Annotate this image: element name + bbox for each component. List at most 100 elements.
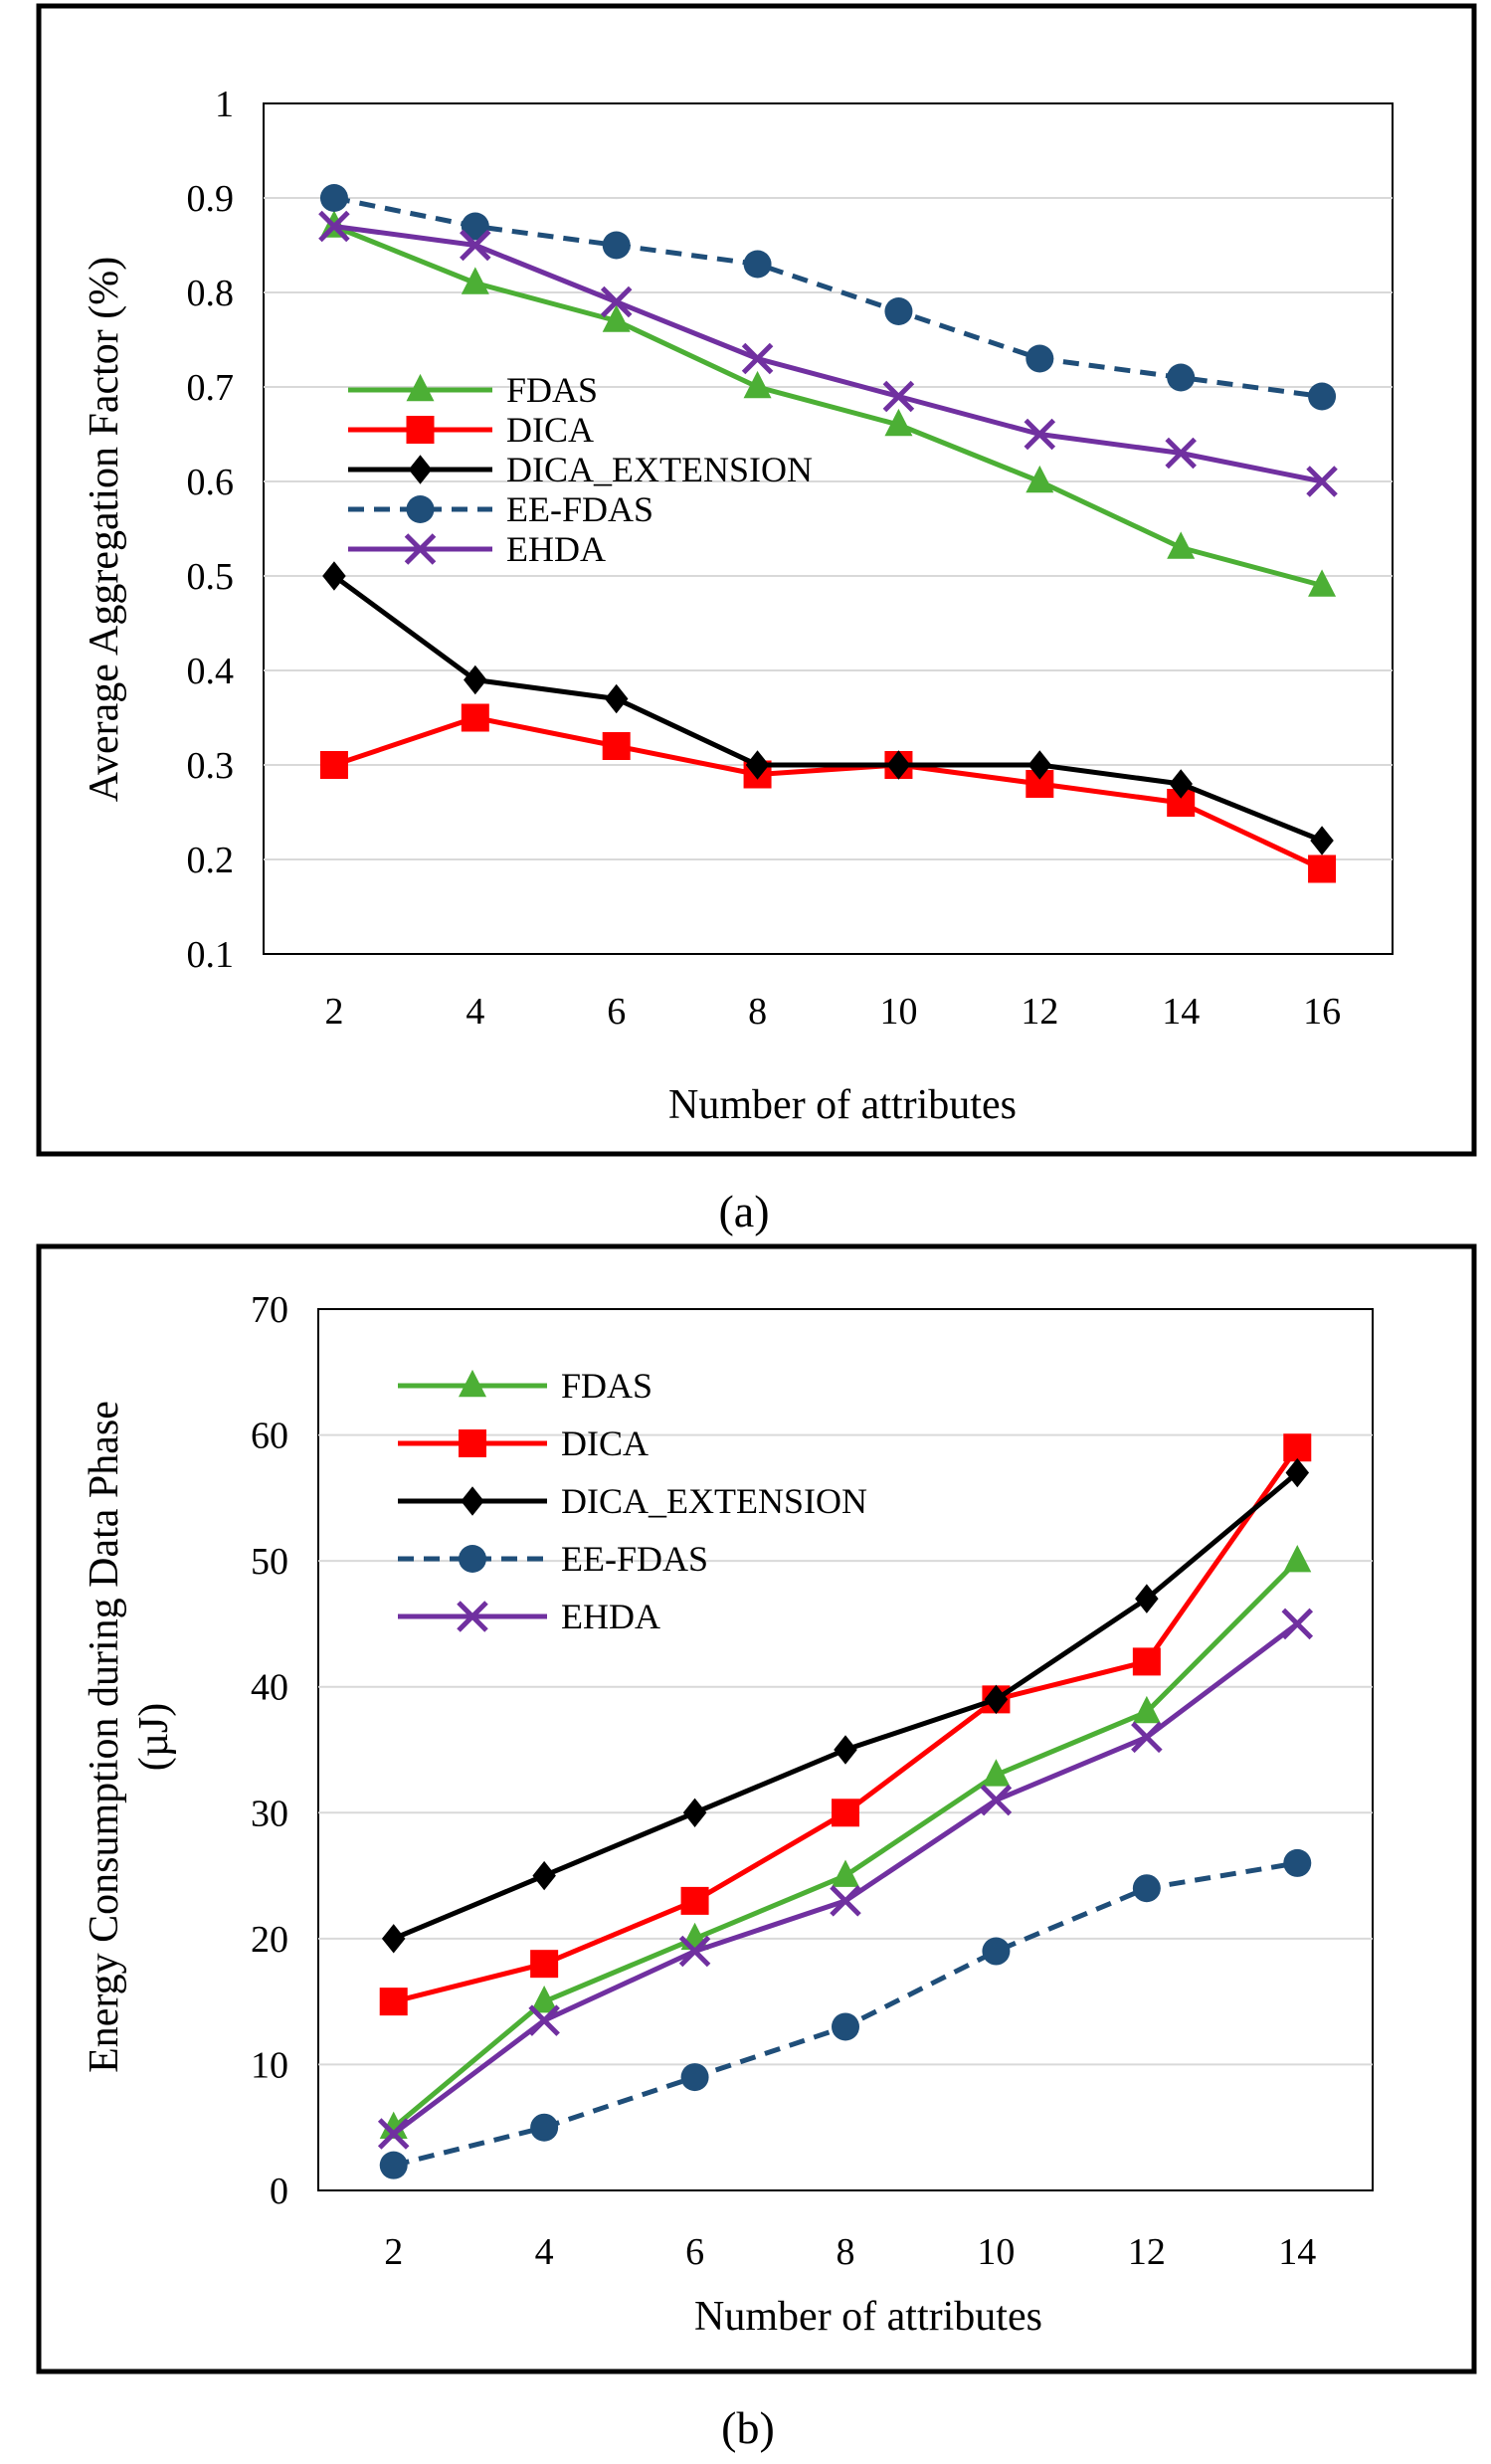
legend-marker <box>406 373 435 402</box>
legend-label: DICA_EXTENSION <box>561 1481 867 1521</box>
y-tick-label: 0.4 <box>187 651 235 692</box>
data-point <box>834 1735 857 1765</box>
x-tick-label: 16 <box>1303 991 1341 1033</box>
data-point <box>980 1784 1013 1816</box>
legend-item-dica: DICA <box>398 1423 649 1463</box>
legend-item-ehda: EHDA <box>398 1597 660 1636</box>
chart-b-x-axis-title: Number of attributes <box>694 2294 1042 2340</box>
data-point <box>1283 1848 1312 1877</box>
data-point <box>602 304 631 332</box>
legend-marker <box>406 495 435 523</box>
data-point <box>1167 531 1196 559</box>
legend-marker <box>461 1486 484 1516</box>
data-point <box>1027 750 1052 780</box>
legend-marker <box>406 416 435 444</box>
chart-b-y-ticks: 0 10 20 30 40 50 60 70 <box>251 1289 288 2212</box>
legend-item-dica: DICA <box>348 410 594 450</box>
data-point <box>379 2111 408 2139</box>
data-point <box>530 1950 559 1979</box>
chart-b-panel-label: (b) <box>721 2402 775 2453</box>
data-point <box>1285 1457 1310 1488</box>
chart-b-legend: FDAS DICA DICA_EXTENSION EE-FDAS EHDA <box>398 1366 867 1636</box>
y-tick-label: 1 <box>215 84 234 125</box>
legend-label: EE-FDAS <box>506 489 653 529</box>
data-point <box>1132 1647 1161 1676</box>
legend-item-dica-extension: DICA_EXTENSION <box>398 1481 867 1521</box>
chart-b: 0 10 20 30 40 50 60 70 2 4 6 8 10 12 14 FDAS DICA DICA_… <box>36 1243 1477 2374</box>
series-line-ehda <box>333 224 1323 484</box>
data-point <box>1132 1695 1161 1724</box>
data-point <box>1165 437 1197 470</box>
data-point <box>984 1684 1009 1715</box>
chart-b-y-axis-title: Energy Consumption during Data Phase <box>82 1401 127 2073</box>
data-point <box>532 1860 556 1891</box>
chart-b-frame <box>36 1243 1477 2374</box>
y-tick-label: 0.9 <box>187 178 235 220</box>
x-tick-label: 14 <box>1162 991 1200 1033</box>
x-tick-label: 10 <box>977 2231 1015 2273</box>
data-point <box>1306 466 1338 497</box>
data-point <box>600 285 633 318</box>
y-tick-label: 0.6 <box>187 462 235 503</box>
x-tick-label: 2 <box>324 991 343 1033</box>
data-point <box>318 210 350 243</box>
data-point <box>832 1859 859 1887</box>
legend-label: EE-FDAS <box>561 1539 708 1579</box>
legend-marker <box>457 1601 488 1632</box>
series-dica-extension <box>381 1457 1310 1954</box>
legend-label: FDAS <box>506 370 598 410</box>
data-point <box>743 370 772 399</box>
data-point <box>1135 1584 1159 1613</box>
series-line-fdas <box>392 1559 1300 2130</box>
legend-marker <box>459 1429 486 1457</box>
chart-a-x-ticks: 2 4 6 8 10 12 14 16 <box>324 991 1341 1033</box>
data-point <box>1025 344 1054 373</box>
legend-item-ee-fdas: EE-FDAS <box>348 489 653 529</box>
data-point <box>464 664 487 695</box>
data-point <box>884 297 913 325</box>
data-point <box>322 561 346 591</box>
legend-label: DICA <box>506 410 594 450</box>
series-fdas <box>379 1545 1312 2139</box>
x-tick-label: 6 <box>685 2231 704 2273</box>
chart-b-x-ticks: 2 4 6 8 10 12 14 <box>384 2231 1316 2273</box>
legend-item-ehda: EHDA <box>348 529 606 569</box>
legend-marker <box>404 533 437 565</box>
legend-label: EHDA <box>506 529 606 569</box>
series-dica <box>319 703 1337 883</box>
data-point <box>379 2151 408 2180</box>
chart-b-series <box>377 1433 1314 2180</box>
data-point <box>830 1885 861 1917</box>
data-point <box>1281 1608 1314 1640</box>
chart-a-frame <box>36 3 1477 1157</box>
y-tick-label: 0.2 <box>187 840 235 881</box>
chart-a-plot-area <box>263 102 1394 955</box>
legend-item-fdas: FDAS <box>348 370 598 410</box>
chart-a-gridlines <box>264 197 1393 860</box>
x-tick-label: 12 <box>1021 991 1058 1033</box>
chart-b-gridlines <box>318 1433 1373 2066</box>
data-point <box>741 342 774 375</box>
data-point <box>1132 1874 1161 1903</box>
data-point <box>377 2118 410 2150</box>
legend-marker <box>408 455 433 484</box>
x-tick-label: 4 <box>535 2231 554 2273</box>
data-point <box>604 683 629 714</box>
y-tick-label: 40 <box>251 1667 288 1709</box>
chart-b-plot-area <box>317 1308 1374 2191</box>
data-point <box>530 2113 559 2142</box>
data-point <box>1024 418 1056 451</box>
x-tick-label: 2 <box>384 2231 403 2273</box>
series-fdas <box>319 210 1337 597</box>
data-point <box>530 1986 559 2013</box>
y-tick-label: 0 <box>270 2171 288 2212</box>
data-point <box>461 703 489 732</box>
legend-marker <box>459 1369 486 1398</box>
y-tick-label: 20 <box>251 1919 288 1961</box>
series-ee-fdas <box>379 1848 1312 2180</box>
data-point <box>680 2063 709 2092</box>
data-point <box>461 212 489 241</box>
chart-b-y-axis-unit: (µJ) <box>131 1703 177 1772</box>
chart-a-panel-label: (a) <box>718 1186 769 1236</box>
